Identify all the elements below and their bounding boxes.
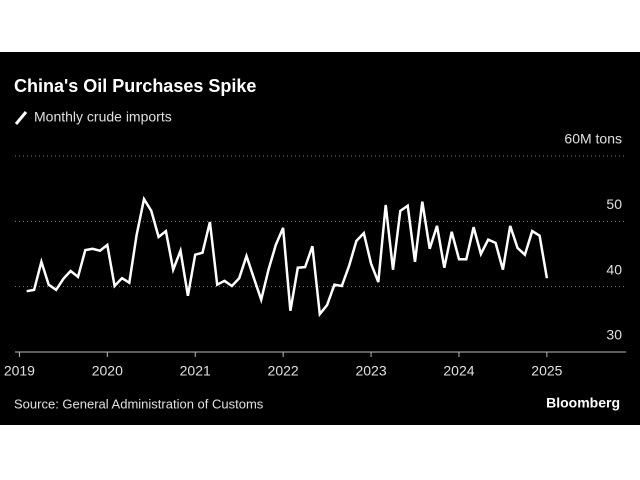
y-tick-label: 50	[606, 196, 622, 212]
legend-label: Monthly crude imports	[34, 109, 172, 125]
legend-swatch	[14, 111, 28, 125]
x-tick-label: 2024	[443, 363, 474, 379]
x-tick-label: 2020	[92, 363, 123, 379]
x-tick-label: 2021	[180, 363, 211, 379]
y-tick-label: 30	[606, 327, 622, 343]
panel	[0, 52, 640, 425]
y-tick-label: 60M tons	[564, 131, 622, 147]
x-tick-label: 2023	[355, 363, 386, 379]
x-tick-label: 2025	[531, 363, 562, 379]
x-tick-label: 2019	[4, 363, 35, 379]
line	[26, 195, 549, 318]
brand: Bloomberg	[546, 395, 620, 411]
y-tick-label: 40	[606, 261, 622, 277]
chart-title: China's Oil Purchases Spike	[14, 76, 256, 96]
source: Source: General Administration of Custom…	[14, 396, 264, 411]
x-tick-label: 2022	[268, 363, 299, 379]
